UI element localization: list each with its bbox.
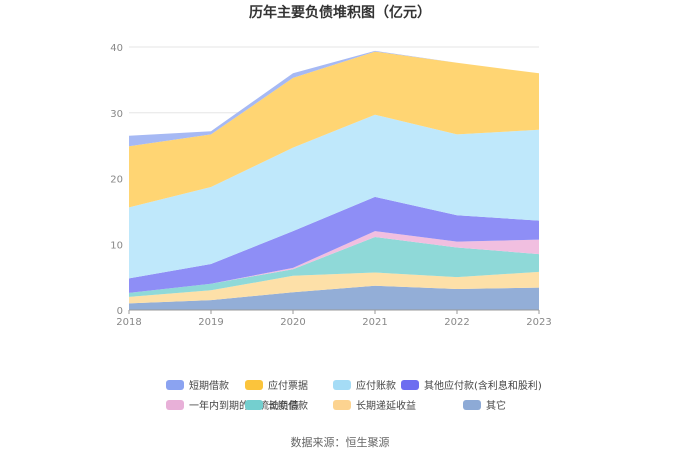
y-tick-label: 0 [117, 306, 123, 317]
legend-label: 其它 [486, 399, 506, 412]
y-tick-label: 20 [110, 175, 123, 186]
legend-swatch [245, 380, 263, 390]
legend-label: 应付账款 [356, 379, 396, 392]
legend-label: 长期借款 [268, 399, 308, 412]
chart-title: 历年主要负债堆积图（亿元） [249, 4, 431, 21]
y-tick-label: 30 [110, 109, 123, 120]
legend-label: 应付票据 [268, 379, 308, 392]
legend-swatch [166, 380, 184, 390]
legend-swatch [333, 400, 351, 410]
series-areas [129, 50, 539, 310]
area-series [129, 51, 539, 208]
x-tick-label: 2022 [444, 317, 469, 328]
y-tick-label: 40 [110, 43, 123, 54]
x-tick-label: 2021 [362, 317, 387, 328]
area-series [129, 237, 539, 297]
x-tick-label: 2023 [526, 317, 551, 328]
x-tick-label: 2018 [116, 317, 141, 328]
legend-label: 短期借款 [189, 379, 229, 392]
x-tick-label: 2020 [280, 317, 305, 328]
area-series [129, 285, 539, 310]
axes: 0 10 20 30 40 2018 2019 2020 2021 2022 2023 [110, 43, 551, 328]
area-series [129, 50, 539, 147]
legend: 短期借款 应付票据 应付账款 其他应付款(含利息和股利) 一年内到期的非流动负债长期借款… [166, 379, 542, 412]
legend-label: 一年内到期的非流动负债 [189, 399, 299, 412]
legend-swatch [333, 380, 351, 390]
y-tick-label: 10 [110, 240, 123, 251]
data-source: 数据来源：恒生聚源 [291, 435, 390, 449]
area-series [129, 114, 539, 279]
legend-label: 其他应付款(含利息和股利) [424, 379, 542, 392]
area-series [129, 196, 539, 293]
legend-swatch [401, 380, 419, 390]
legend-swatch [463, 400, 481, 410]
legend-swatch [166, 400, 184, 410]
legend-label: 长期递延收益 [356, 399, 416, 412]
x-tick-label: 2019 [198, 317, 223, 328]
legend-swatch [245, 400, 263, 410]
area-series [129, 271, 539, 304]
